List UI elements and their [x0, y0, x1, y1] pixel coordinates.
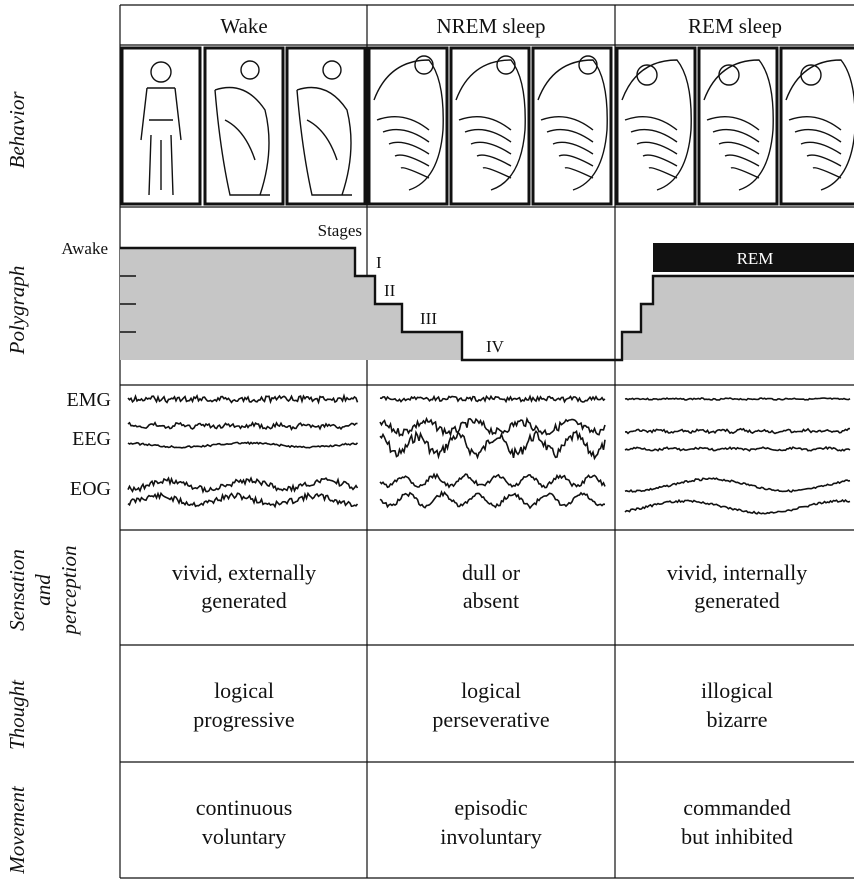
behavior-illustrations [122, 48, 854, 204]
waveform [625, 478, 850, 492]
waveform [380, 419, 605, 436]
cell-text: vivid, internally [667, 560, 808, 585]
cell-text: logical [214, 678, 274, 703]
signal-label: EEG [72, 428, 111, 450]
cell-text: generated [201, 588, 287, 613]
cell-text: vivid, externally [172, 560, 316, 585]
row-label: Sensation [5, 549, 29, 631]
cell-text: generated [694, 588, 780, 613]
stage-label: I [376, 253, 382, 272]
cell-text: but inhibited [681, 824, 793, 849]
cell-text: continuous [196, 795, 293, 820]
behavior-frame [205, 48, 283, 204]
signal-label: EOG [70, 478, 111, 500]
cell-text: logical [461, 678, 521, 703]
waveform [380, 474, 605, 488]
cell-text: illogical [701, 678, 773, 703]
row-label: perception [57, 545, 81, 636]
sleep-states-diagram: Wake NREM sleep REM sleep Behavior Polyg… [0, 0, 854, 879]
signal-label: EMG [67, 389, 111, 411]
row-label: Thought [5, 679, 29, 750]
waveform [128, 396, 358, 403]
row-label: Polygraph [5, 266, 29, 356]
cell-text: progressive [193, 707, 294, 732]
cell-text: absent [463, 588, 519, 613]
row-label: Behavior [5, 91, 29, 169]
column-header: Wake [220, 14, 267, 38]
column-header: REM sleep [688, 14, 782, 38]
stage-label: II [384, 281, 396, 300]
waveform [625, 447, 850, 451]
cell-text: dull or [462, 560, 521, 585]
stage-label: III [420, 309, 437, 328]
waveform [128, 493, 358, 506]
waveform [128, 442, 358, 448]
cell-text: episodic [454, 795, 528, 820]
stage-label: IV [486, 337, 505, 356]
waveform [380, 431, 605, 458]
row-label: Movement [5, 785, 29, 875]
waveform [625, 398, 850, 400]
stages-label: Stages [318, 221, 362, 240]
waveform [380, 396, 605, 402]
waveform [380, 492, 605, 508]
waveform [128, 423, 358, 430]
waveform [625, 500, 850, 514]
waveform [128, 478, 358, 491]
cell-text: commanded [683, 795, 791, 820]
waveform [625, 429, 850, 434]
waveforms [128, 396, 850, 514]
cell-text: voluntary [202, 824, 286, 849]
cell-text: bizarre [706, 707, 767, 732]
behavior-frame [781, 48, 854, 204]
behavior-frame [287, 48, 365, 204]
row-label: and [31, 574, 55, 606]
cell-text: perseverative [432, 707, 549, 732]
column-header: NREM sleep [436, 14, 545, 38]
rem-label: REM [737, 249, 774, 268]
awake-label: Awake [61, 239, 108, 258]
cell-text: involuntary [440, 824, 541, 849]
